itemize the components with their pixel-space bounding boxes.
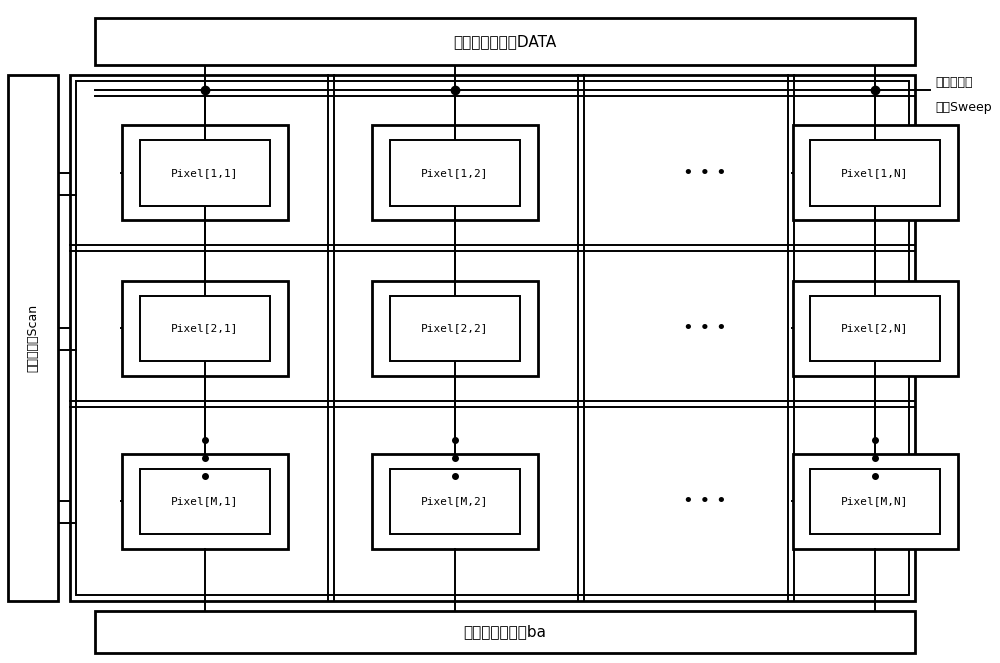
Text: Pixel[2,2]: Pixel[2,2] [421,323,489,333]
Text: Pixel[M,N]: Pixel[M,N] [841,496,909,506]
Text: 斜坡信号数: 斜坡信号数 [935,76,972,88]
Bar [810,469,940,534]
Text: Pixel[2,1]: Pixel[2,1] [171,323,239,333]
Text: Pixel[M,1]: Pixel[M,1] [171,496,239,506]
Text: 据线Sweep: 据线Sweep [935,101,992,115]
Text: Pixel[1,2]: Pixel[1,2] [421,168,489,178]
Bar [372,125,538,221]
Bar [95,18,915,65]
Text: 数据输入驱动器DATA: 数据输入驱动器DATA [453,34,557,49]
Bar [8,75,58,601]
Bar [810,296,940,361]
Text: Pixel[2,N]: Pixel[2,N] [841,323,909,333]
Bar [792,453,958,548]
Bar [792,280,958,375]
Bar [95,611,915,653]
Bar [390,469,520,534]
Bar [70,75,915,601]
Bar [140,469,270,534]
Text: 数据输入驱动器ba: 数据输入驱动器ba [464,625,546,640]
Bar [390,141,520,206]
Bar [390,296,520,361]
Bar [372,280,538,375]
Bar [140,296,270,361]
Bar [372,453,538,548]
Bar [140,141,270,206]
Bar [810,141,940,206]
Text: Pixel[1,N]: Pixel[1,N] [841,168,909,178]
Text: 扫描驱动器Scan: 扫描驱动器Scan [26,304,39,372]
Bar [122,125,288,221]
Text: • • •: • • • [683,319,727,337]
Bar [792,125,958,221]
Text: • • •: • • • [683,164,727,182]
Bar [122,280,288,375]
Text: Pixel[M,2]: Pixel[M,2] [421,496,489,506]
Bar [76,81,909,595]
Text: • • •: • • • [683,492,727,510]
Bar [122,453,288,548]
Text: Pixel[1,1]: Pixel[1,1] [171,168,239,178]
